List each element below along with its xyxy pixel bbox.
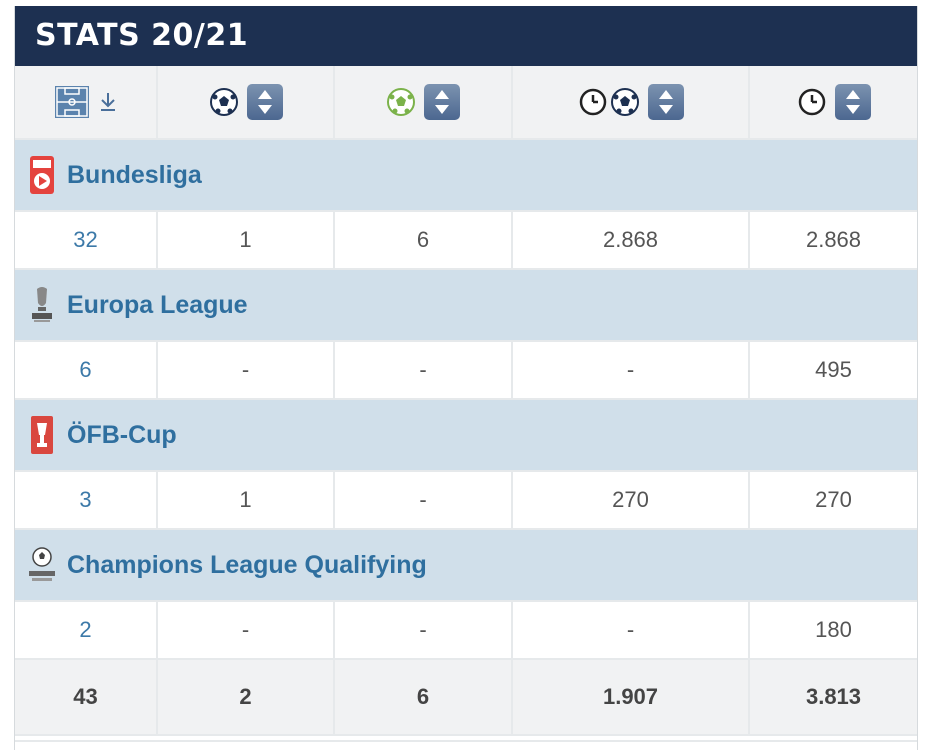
minutes-value: 495 xyxy=(750,342,917,400)
total-minutes-per-goal: 1.907 xyxy=(513,660,750,736)
competition-name[interactable]: Champions League Qualifying xyxy=(67,550,427,579)
goals-value: 1 xyxy=(158,212,335,270)
competition-name[interactable]: Bundesliga xyxy=(67,160,202,189)
competition-name[interactable]: Europa League xyxy=(67,290,248,319)
bundesliga-logo xyxy=(27,155,57,195)
table-row: 6 - - - 495 xyxy=(15,342,917,400)
total-appearances: 43 xyxy=(15,660,158,736)
competition-header-europa-league[interactable]: Europa League xyxy=(15,270,917,342)
pitch-icon xyxy=(54,85,90,119)
stats-table: Bundesliga 32 1 6 2.868 2.868 Europa Lea… xyxy=(15,66,917,736)
totals-row: 43 2 6 1.907 3.813 xyxy=(15,660,917,736)
clock-icon xyxy=(578,87,608,117)
sort-button-icon[interactable] xyxy=(424,84,460,120)
minutes-per-goal-value: 2.868 xyxy=(513,212,750,270)
clock-icon xyxy=(797,87,827,117)
minutes-per-goal-value: - xyxy=(513,342,750,400)
champions-league-logo xyxy=(27,545,57,585)
appearances-value[interactable]: 3 xyxy=(15,472,158,530)
assist-ball-icon xyxy=(386,87,416,117)
ofb-cup-logo xyxy=(27,415,57,455)
assists-value: - xyxy=(335,342,513,400)
minutes-per-goal-value: 270 xyxy=(513,472,750,530)
europa-league-logo xyxy=(27,285,57,325)
minutes-value: 180 xyxy=(750,602,917,660)
competition-header-bundesliga[interactable]: Bundesliga xyxy=(15,140,917,212)
appearances-value[interactable]: 2 xyxy=(15,602,158,660)
total-assists: 6 xyxy=(335,660,513,736)
appearances-value[interactable]: 32 xyxy=(15,212,158,270)
panel-title: STATS 20/21 xyxy=(15,6,917,66)
sort-button-icon[interactable] xyxy=(834,84,871,120)
total-minutes: 3.813 xyxy=(750,660,917,736)
column-header-appearances[interactable] xyxy=(15,66,158,140)
goals-value: - xyxy=(158,602,335,660)
sort-button-icon[interactable] xyxy=(647,84,684,120)
appearances-value[interactable]: 6 xyxy=(15,342,158,400)
total-goals: 2 xyxy=(158,660,335,736)
ball-icon xyxy=(209,87,239,117)
assists-value: 6 xyxy=(335,212,513,270)
goals-value: - xyxy=(158,342,335,400)
assists-value: - xyxy=(335,472,513,530)
minutes-per-goal-value: - xyxy=(513,602,750,660)
minutes-value: 270 xyxy=(750,472,917,530)
column-header-goals[interactable] xyxy=(158,66,335,140)
table-row: 32 1 6 2.868 2.868 xyxy=(15,212,917,270)
competition-header-ofb-cup[interactable]: ÖFB-Cup xyxy=(15,400,917,472)
sort-button-icon[interactable] xyxy=(246,84,283,120)
column-header-assists[interactable] xyxy=(335,66,513,140)
table-row: 2 - - - 180 xyxy=(15,602,917,660)
table-header xyxy=(15,66,917,140)
goals-value: 1 xyxy=(158,472,335,530)
column-header-minutes[interactable] xyxy=(750,66,917,140)
ball-icon xyxy=(610,87,640,117)
stats-panel: STATS 20/21 xyxy=(14,6,918,752)
panel-footer xyxy=(15,740,917,752)
competition-header-champions-league-qualifying[interactable]: Champions League Qualifying xyxy=(15,530,917,602)
assists-value: - xyxy=(335,602,513,660)
sort-down-arrow-icon xyxy=(98,91,118,113)
table-row: 3 1 - 270 270 xyxy=(15,472,917,530)
minutes-value: 2.868 xyxy=(750,212,917,270)
competition-name[interactable]: ÖFB-Cup xyxy=(67,420,177,449)
column-header-minutes-per-goal[interactable] xyxy=(513,66,750,140)
